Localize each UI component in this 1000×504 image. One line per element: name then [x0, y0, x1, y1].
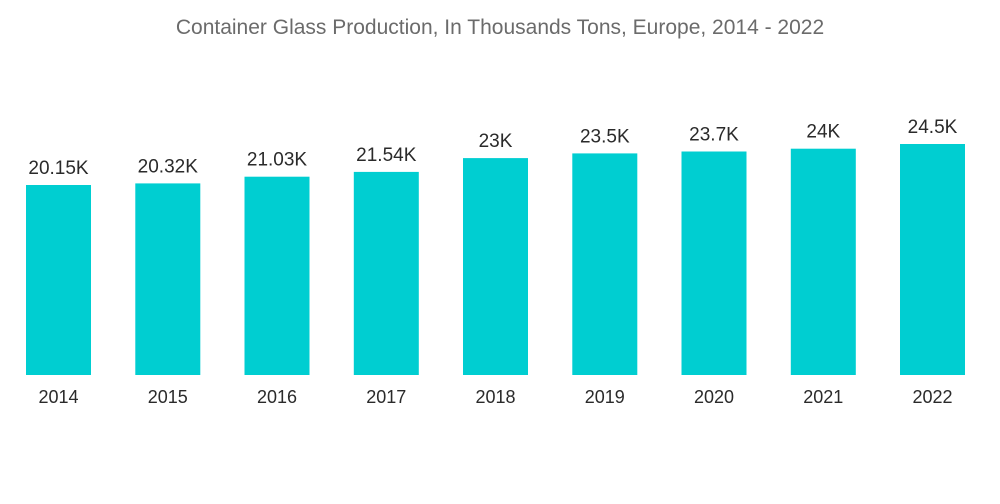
value-labels-group: 20.15K 20.32K 21.03K 21.54K 23K 23.5K 23.7K 24K…	[28, 117, 957, 179]
x-tick-2021: 2021	[803, 387, 843, 407]
x-tick-2020: 2020	[694, 387, 734, 407]
x-tick-2019: 2019	[585, 387, 625, 407]
bar-2017	[353, 171, 419, 375]
bar-2016	[244, 176, 310, 375]
x-tick-2014: 2014	[38, 387, 78, 407]
data-label-2016: 21.03K	[247, 150, 308, 171]
bar-2014	[26, 185, 91, 375]
bar-2015	[135, 183, 201, 375]
data-label-2018: 23K	[479, 131, 513, 152]
x-tick-2016: 2016	[257, 387, 297, 407]
data-label-2020: 23.7K	[689, 125, 739, 146]
data-label-2021: 24K	[806, 122, 840, 143]
data-label-2022: 24.5K	[908, 117, 958, 138]
data-label-2015: 20.32K	[138, 156, 199, 177]
bar-2020	[681, 151, 747, 375]
data-label-2019: 23.5K	[580, 126, 630, 147]
bar-2021	[790, 148, 856, 375]
chart-title: Container Glass Production, In Thousands…	[175, 16, 825, 39]
x-tick-2015: 2015	[148, 387, 188, 407]
x-tick-2017: 2017	[366, 387, 406, 407]
bars-group	[26, 144, 965, 375]
data-label-2014: 20.15K	[28, 158, 89, 179]
x-axis-ticks: 2014 2015 2016 2017 2018 2019 2020 2021 2022	[38, 387, 952, 407]
bar-2019	[572, 153, 638, 375]
x-tick-2018: 2018	[475, 387, 515, 407]
x-tick-2022: 2022	[912, 387, 952, 407]
bar-2018	[463, 158, 528, 375]
data-label-2017: 21.54K	[356, 145, 417, 166]
bar-2022	[900, 144, 965, 375]
